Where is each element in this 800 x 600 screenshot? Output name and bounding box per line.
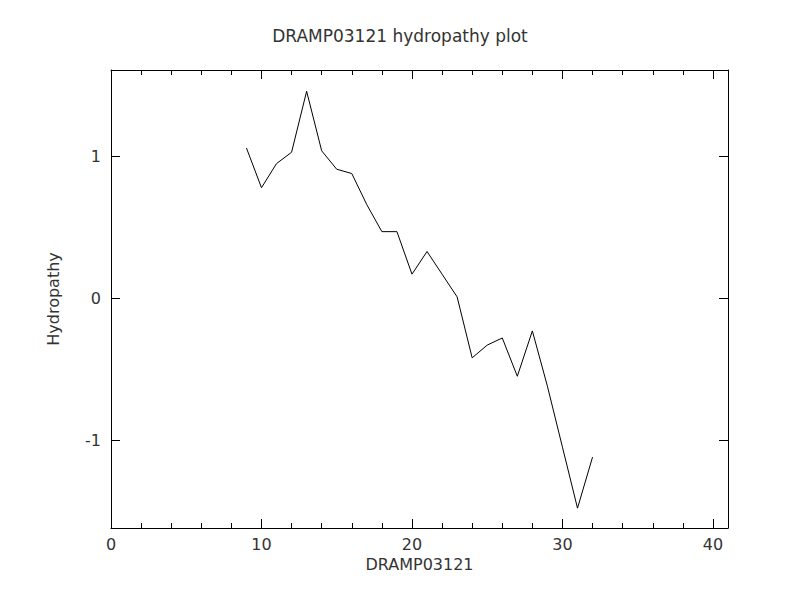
svg-text:30: 30 bbox=[552, 535, 572, 554]
svg-text:-1: -1 bbox=[85, 431, 101, 450]
svg-text:Hydropathy: Hydropathy bbox=[44, 252, 63, 346]
svg-text:0: 0 bbox=[91, 289, 101, 308]
svg-text:40: 40 bbox=[703, 535, 723, 554]
svg-text:DRAMP03121: DRAMP03121 bbox=[365, 555, 473, 574]
svg-text:10: 10 bbox=[251, 535, 271, 554]
svg-text:20: 20 bbox=[402, 535, 422, 554]
svg-text:1: 1 bbox=[91, 147, 101, 166]
svg-text:0: 0 bbox=[106, 535, 116, 554]
svg-text:DRAMP03121 hydropathy plot: DRAMP03121 hydropathy plot bbox=[272, 26, 528, 46]
